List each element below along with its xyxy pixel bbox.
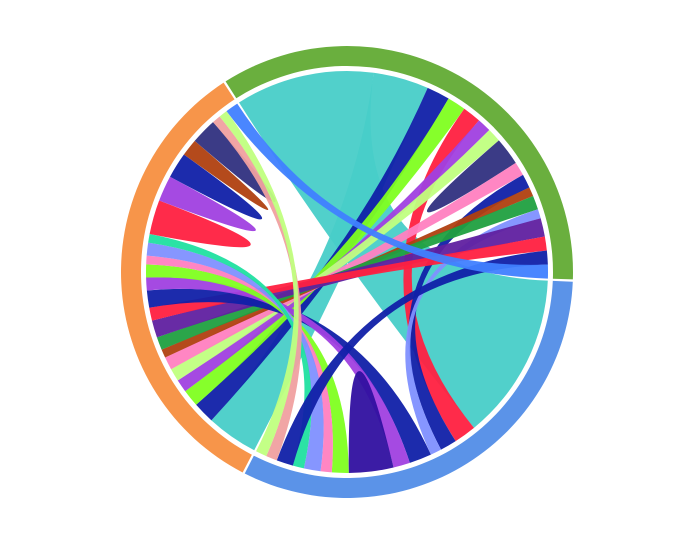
group-arc	[225, 46, 573, 280]
chord	[405, 209, 541, 455]
chord	[177, 120, 490, 392]
chord	[148, 234, 312, 469]
chord	[159, 176, 256, 232]
chord	[165, 162, 523, 370]
chord	[170, 154, 263, 220]
chord	[426, 140, 516, 213]
chord	[149, 200, 251, 248]
chord	[183, 140, 269, 211]
chord	[171, 130, 499, 381]
chord	[194, 122, 276, 203]
group-arc	[120, 82, 252, 473]
chord	[185, 98, 465, 405]
chord	[276, 250, 548, 466]
chord	[348, 371, 394, 473]
group-arc	[244, 280, 573, 498]
chord	[146, 288, 431, 463]
chord	[196, 87, 449, 421]
